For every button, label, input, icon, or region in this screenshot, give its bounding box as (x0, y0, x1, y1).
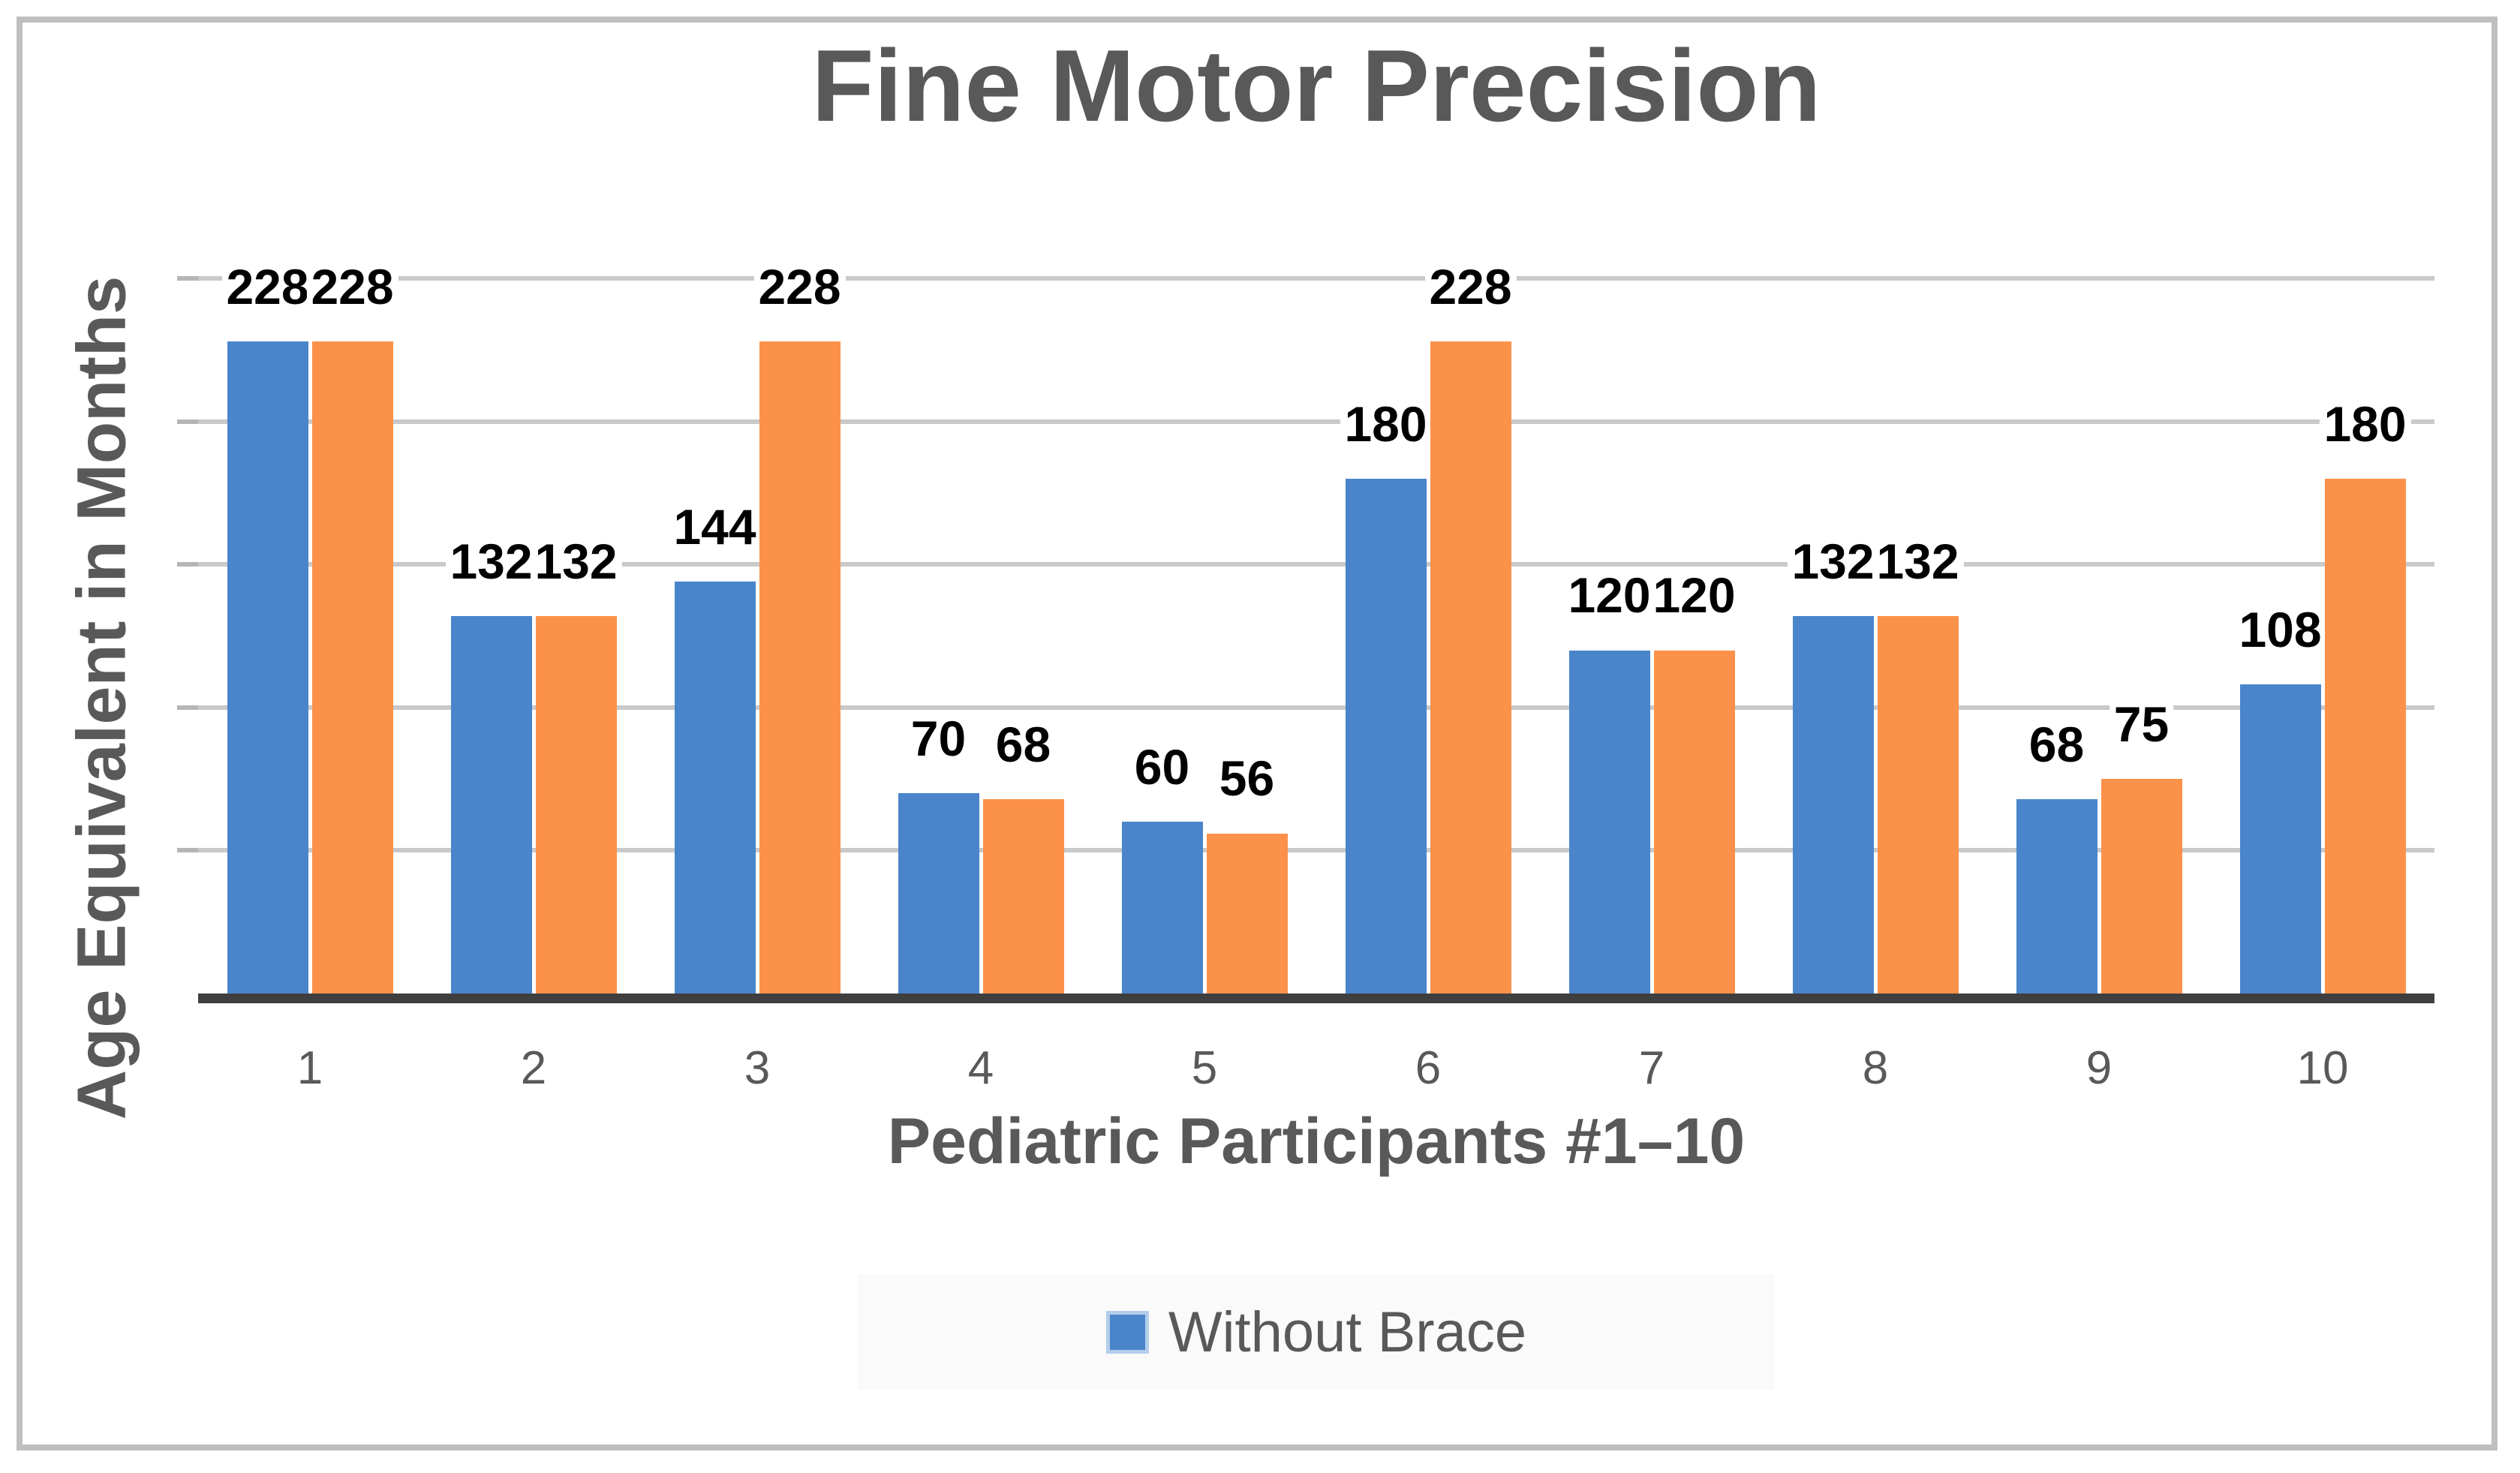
x-tick-label-7: 7 (1638, 1042, 1665, 1094)
bar-group-6: 180 228 (1316, 260, 1540, 994)
bar-group-9: 68 75 (1987, 278, 2211, 994)
bar-series2-8: 132 (1872, 535, 1964, 994)
legend-label-without-brace: Without Brace (1168, 1300, 1527, 1364)
x-axis-line (198, 994, 2434, 1003)
data-label: 68 (991, 718, 1056, 771)
bar-series2-4: 68 (982, 718, 1064, 994)
gridline-100 (198, 705, 2434, 710)
bar-series2-7: 120 (1648, 569, 1740, 994)
bar-group-5: 60 56 (1093, 278, 1316, 994)
x-tick-label-6: 6 (1415, 1042, 1442, 1094)
bar-without-brace-5: 60 (1121, 741, 1203, 994)
x-tick-label-4: 4 (967, 1042, 994, 1094)
gridline-50 (198, 848, 2434, 853)
bar-without-brace-1: 228 (221, 260, 314, 994)
y-axis-title: Age Equivalent in Months (63, 275, 140, 1120)
bar-group-3: 144 228 (645, 260, 869, 994)
data-label: 228 (753, 260, 846, 313)
bar-group-4: 70 68 (869, 278, 1093, 994)
chart-border-frame (17, 17, 2497, 1450)
data-label: 60 (1129, 741, 1195, 794)
data-label: 144 (669, 501, 761, 554)
bar-group-7: 120 120 (1540, 278, 1764, 994)
bar-without-brace-3: 144 (669, 501, 761, 994)
plot-area: 228 228 132 132 144 228 70 68 60 56 180 228 120 120 13… (177, 260, 2434, 994)
data-label: 228 (221, 260, 314, 313)
bar-without-brace-7: 120 (1563, 569, 1655, 994)
data-label: 75 (2109, 698, 2174, 751)
bar-series2-2: 132 (530, 535, 622, 994)
bar-group-10: 108 180 (2211, 278, 2434, 994)
x-tick-label-8: 8 (1862, 1042, 1889, 1094)
data-label: 132 (1787, 535, 1879, 588)
bar-without-brace-2: 132 (445, 535, 537, 994)
data-label: 132 (445, 535, 537, 588)
bar-without-brace-6: 180 (1340, 398, 1432, 994)
y-axis-tick-50 (177, 848, 198, 853)
data-label: 180 (2319, 398, 2411, 450)
bar-without-brace-9: 68 (2016, 718, 2097, 994)
bar-series2-9: 75 (2101, 698, 2182, 994)
data-label: 228 (306, 260, 398, 313)
x-tick-label-1: 1 (296, 1042, 323, 1094)
bar-series2-1: 228 (306, 260, 398, 994)
x-tick-label-3: 3 (744, 1042, 771, 1094)
chart-title: Fine Motor Precision (811, 29, 1821, 143)
data-label: 108 (2234, 603, 2326, 657)
data-label: 132 (1872, 535, 1964, 588)
bar-group-1: 228 228 (198, 260, 422, 994)
gridline-150 (198, 562, 2434, 567)
x-tick-label-5: 5 (1191, 1042, 1218, 1094)
x-tick-label-2: 2 (520, 1042, 547, 1094)
x-tick-label-9: 9 (2085, 1042, 2113, 1094)
bar-series2-5: 56 (1206, 752, 1288, 994)
legend-marker-without-brace (1105, 1310, 1149, 1354)
legend: Without Brace (858, 1274, 1775, 1390)
data-label: 68 (2024, 718, 2089, 771)
gridline-250 (198, 276, 2434, 281)
y-axis-tick-150 (177, 562, 198, 567)
data-label: 70 (906, 712, 971, 765)
data-label: 120 (1648, 569, 1740, 622)
gridline-200 (198, 419, 2434, 424)
y-axis-tick-250 (177, 276, 198, 281)
data-label: 228 (1424, 260, 1517, 313)
bar-without-brace-10: 108 (2234, 603, 2326, 994)
data-label: 132 (530, 535, 622, 588)
bar-without-brace-4: 70 (898, 712, 979, 994)
x-axis-title: Pediatric Participants #1–10 (887, 1105, 1746, 1177)
data-label: 120 (1563, 569, 1655, 622)
y-axis-tick-200 (177, 419, 198, 424)
y-axis-tick-100 (177, 705, 198, 710)
bar-series2-3: 228 (753, 260, 846, 994)
bar-without-brace-8: 132 (1787, 535, 1879, 994)
x-tick-label-10: 10 (2296, 1042, 2349, 1094)
data-label: 180 (1340, 398, 1432, 450)
bar-series2-6: 228 (1424, 260, 1517, 994)
bar-series2-10: 180 (2319, 398, 2411, 994)
data-label: 56 (1214, 752, 1280, 805)
bar-group-2: 132 132 (422, 278, 645, 994)
bar-group-8: 132 132 (1764, 278, 1987, 994)
